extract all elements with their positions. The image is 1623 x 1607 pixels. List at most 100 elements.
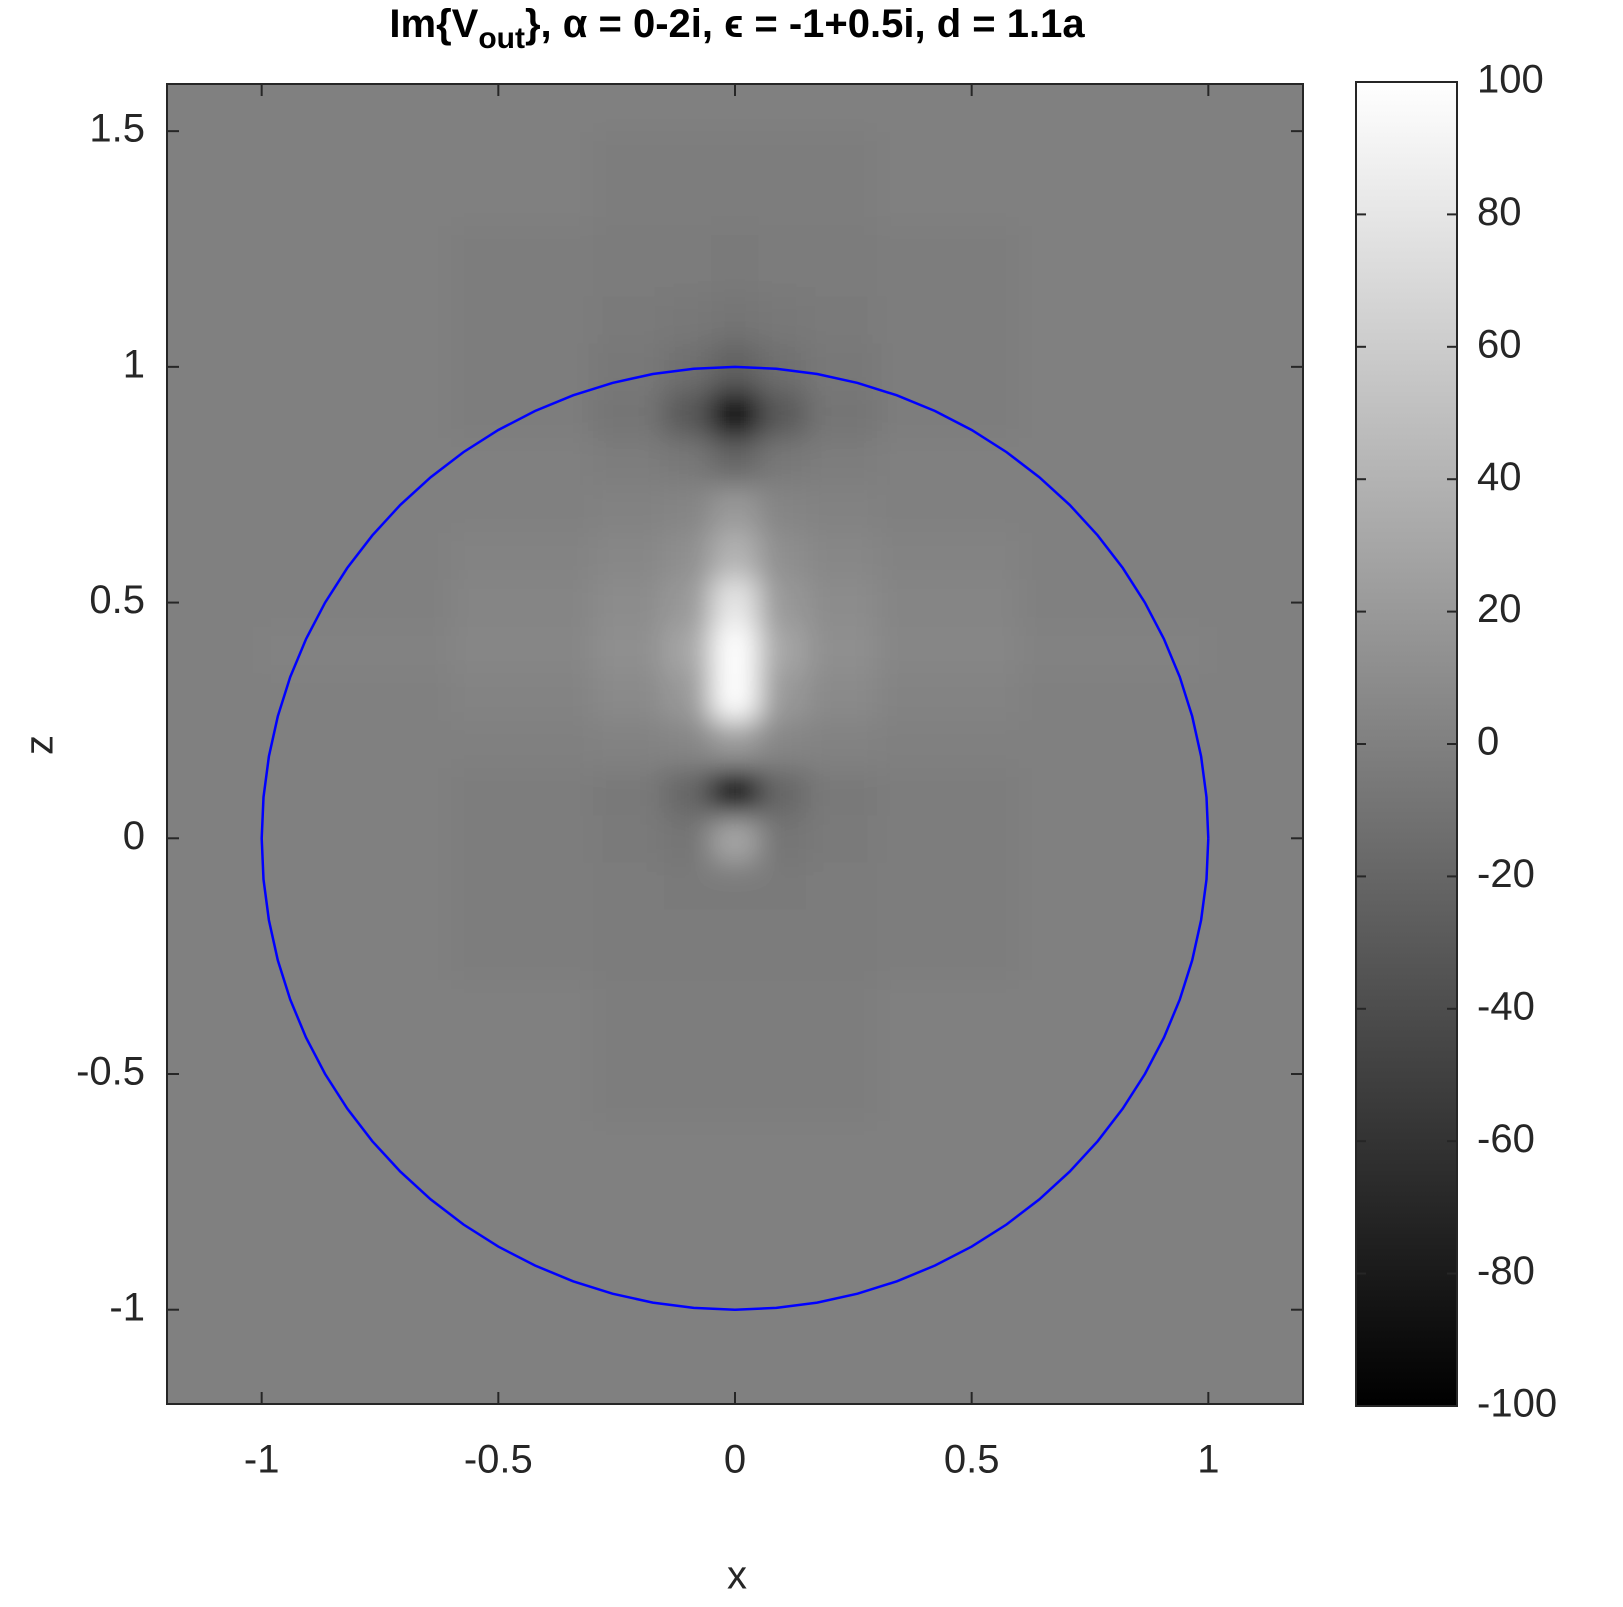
cell xyxy=(664,626,712,674)
cell xyxy=(806,131,878,226)
cell xyxy=(877,720,1020,769)
cell xyxy=(1208,1309,1303,1404)
chart-title: Im{Vout}, α = 0-2i, ϵ = -1+0.5i, d = 1.1… xyxy=(389,2,1085,55)
cell xyxy=(877,296,1020,344)
cell xyxy=(664,767,712,816)
cell xyxy=(806,579,878,627)
title-part: }, α = 0-2i, ϵ = -1+0.5i, d = 1.1a xyxy=(525,2,1085,46)
cell xyxy=(167,720,263,769)
cell xyxy=(593,814,665,863)
cell xyxy=(261,1309,452,1404)
cell xyxy=(261,390,452,439)
cell xyxy=(1208,1121,1303,1311)
cell xyxy=(877,979,1020,1122)
cell xyxy=(664,1309,712,1404)
colorbar-tick-label: 40 xyxy=(1477,455,1522,499)
cell xyxy=(664,673,712,721)
x-axis-label: x xyxy=(727,1554,747,1598)
colorbar-tick-label: -20 xyxy=(1477,852,1535,896)
cell xyxy=(1208,767,1303,816)
cell xyxy=(451,484,594,533)
cell xyxy=(758,484,807,533)
cell xyxy=(451,531,594,580)
cell xyxy=(758,626,807,674)
cell xyxy=(1019,909,1209,981)
cell xyxy=(451,626,594,674)
cell xyxy=(451,225,594,297)
cell xyxy=(451,1309,594,1404)
cell xyxy=(167,909,263,981)
cell xyxy=(593,131,665,226)
cell xyxy=(593,84,665,132)
cell xyxy=(261,861,452,910)
cell xyxy=(711,720,760,769)
cell xyxy=(664,909,712,981)
colorbar xyxy=(1355,81,1458,1407)
cell xyxy=(758,720,807,769)
cell xyxy=(664,979,712,1122)
cell xyxy=(1019,767,1209,816)
cell xyxy=(593,720,665,769)
cell xyxy=(167,861,263,910)
cell xyxy=(711,484,760,533)
cell xyxy=(593,343,665,391)
y-tick-label: 0 xyxy=(123,814,145,858)
colorbar-tick-label: 100 xyxy=(1477,58,1544,102)
cell xyxy=(167,296,263,344)
cell xyxy=(593,673,665,721)
cell xyxy=(593,861,665,910)
cell xyxy=(877,531,1020,580)
cell xyxy=(758,909,807,981)
cell xyxy=(711,225,760,297)
cell xyxy=(451,131,594,226)
cell xyxy=(1208,814,1303,863)
cell xyxy=(167,343,263,391)
cell xyxy=(1208,861,1303,910)
cell xyxy=(711,131,760,226)
cell xyxy=(593,484,665,533)
cell xyxy=(806,767,878,816)
cell xyxy=(877,861,1020,910)
cell xyxy=(1019,484,1209,533)
y-axis-label: z xyxy=(18,735,62,755)
cell xyxy=(758,84,807,132)
cell xyxy=(1019,437,1209,486)
cell xyxy=(1208,909,1303,981)
cell xyxy=(1208,626,1303,674)
cell xyxy=(806,343,878,391)
cell xyxy=(877,437,1020,486)
x-tick-label: 0 xyxy=(724,1438,746,1482)
cell xyxy=(664,720,712,769)
cell xyxy=(261,909,452,981)
y-tick-label: -0.5 xyxy=(76,1050,145,1094)
cell xyxy=(1208,296,1303,344)
cell xyxy=(806,84,878,132)
cell xyxy=(1019,84,1209,132)
cell xyxy=(758,979,807,1122)
colorbar-tick-label: 20 xyxy=(1477,587,1522,631)
cell xyxy=(593,579,665,627)
cell xyxy=(167,673,263,721)
cell xyxy=(758,673,807,721)
x-tick-label: -0.5 xyxy=(464,1438,533,1482)
cell xyxy=(451,437,594,486)
cell xyxy=(167,131,263,226)
cell xyxy=(167,225,263,297)
cell xyxy=(1208,390,1303,439)
cell xyxy=(451,390,594,439)
cell xyxy=(806,673,878,721)
cell xyxy=(1019,626,1209,674)
cell xyxy=(261,579,452,627)
cell xyxy=(711,579,760,627)
cells xyxy=(167,84,1303,1404)
cell xyxy=(167,579,263,627)
cell xyxy=(451,343,594,391)
cell xyxy=(451,767,594,816)
cell xyxy=(758,531,807,580)
cell xyxy=(711,1121,760,1311)
cell xyxy=(1208,579,1303,627)
cell xyxy=(758,1121,807,1311)
y-tick-label: 0.5 xyxy=(89,578,145,622)
cell xyxy=(877,1309,1020,1404)
